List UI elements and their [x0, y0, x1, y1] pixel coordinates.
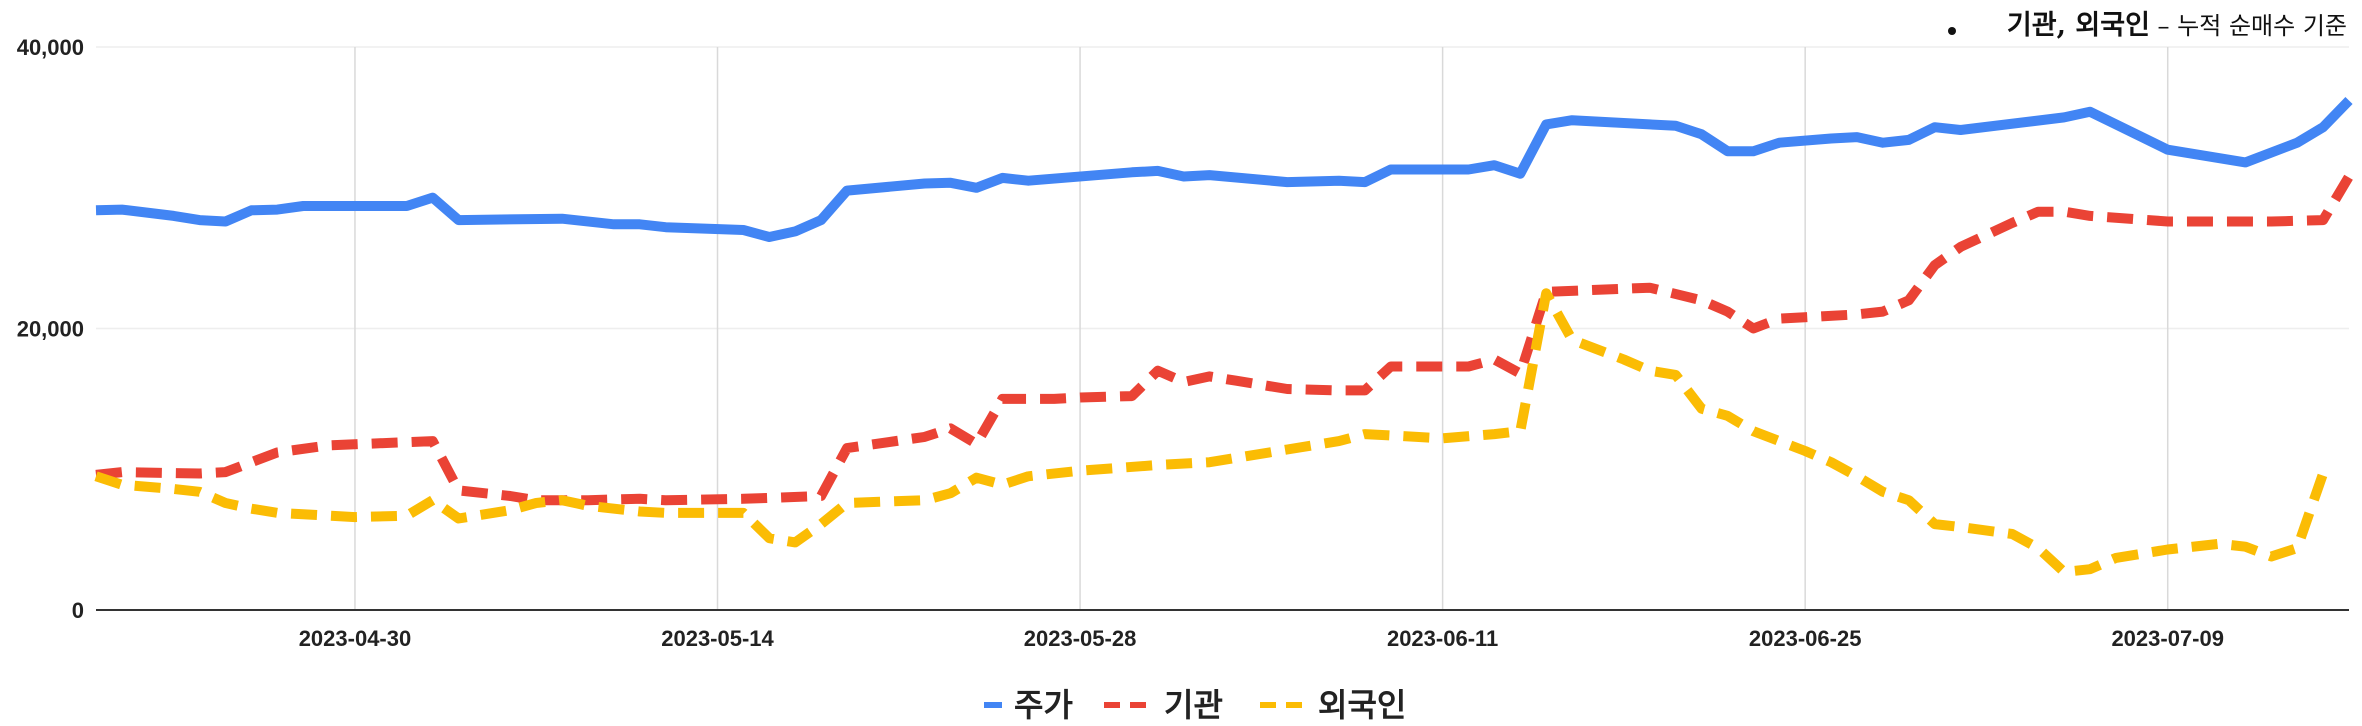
- x-tick-label: 2023-07-09: [2111, 626, 2224, 651]
- chart-note-text: 기관, 외국인 – 누적 순매수 기준: [2007, 10, 2347, 41]
- x-tick-label: 2023-05-14: [661, 626, 774, 651]
- legend-item-foreigner: 외국인: [1260, 686, 1406, 724]
- note-bullet: [1948, 27, 1956, 35]
- y-tick-label: 0: [72, 598, 84, 623]
- series-institution-line: [95, 173, 2354, 506]
- x-tick-label: 2023-06-11: [1387, 626, 1498, 651]
- y-tick-label: 40,000: [17, 35, 84, 60]
- x-tick-label: 2023-06-25: [1749, 626, 1862, 651]
- y-tick-label: 20,000: [17, 317, 84, 342]
- legend-label-foreigner: 외국인: [1318, 686, 1406, 724]
- legend: 주가 기관 외국인: [984, 686, 1406, 724]
- series-layer: [94, 97, 2354, 577]
- x-tick-label: 2023-04-30: [299, 626, 412, 651]
- legend-item-price: 주가: [984, 686, 1073, 724]
- series-foreigner-line: [94, 288, 2328, 577]
- chart-note: 기관, 외국인 – 누적 순매수 기준: [1948, 10, 2347, 41]
- x-tick-label: 2023-05-28: [1024, 626, 1137, 651]
- legend-item-institution: 기관: [1104, 686, 1223, 724]
- legend-label-institution: 기관: [1164, 686, 1223, 724]
- grid: [96, 46, 2349, 610]
- axes: 0 20,000 40,000 2023-04-30 2023-05-14 2023-05…: [17, 35, 2349, 651]
- series-price-line: [95, 97, 2353, 242]
- chart-note-rest: – 누적 순매수 기준: [2158, 12, 2347, 40]
- legend-label-price: 주가: [1014, 686, 1073, 724]
- chart-note-strong: 기관, 외국인: [2007, 10, 2150, 41]
